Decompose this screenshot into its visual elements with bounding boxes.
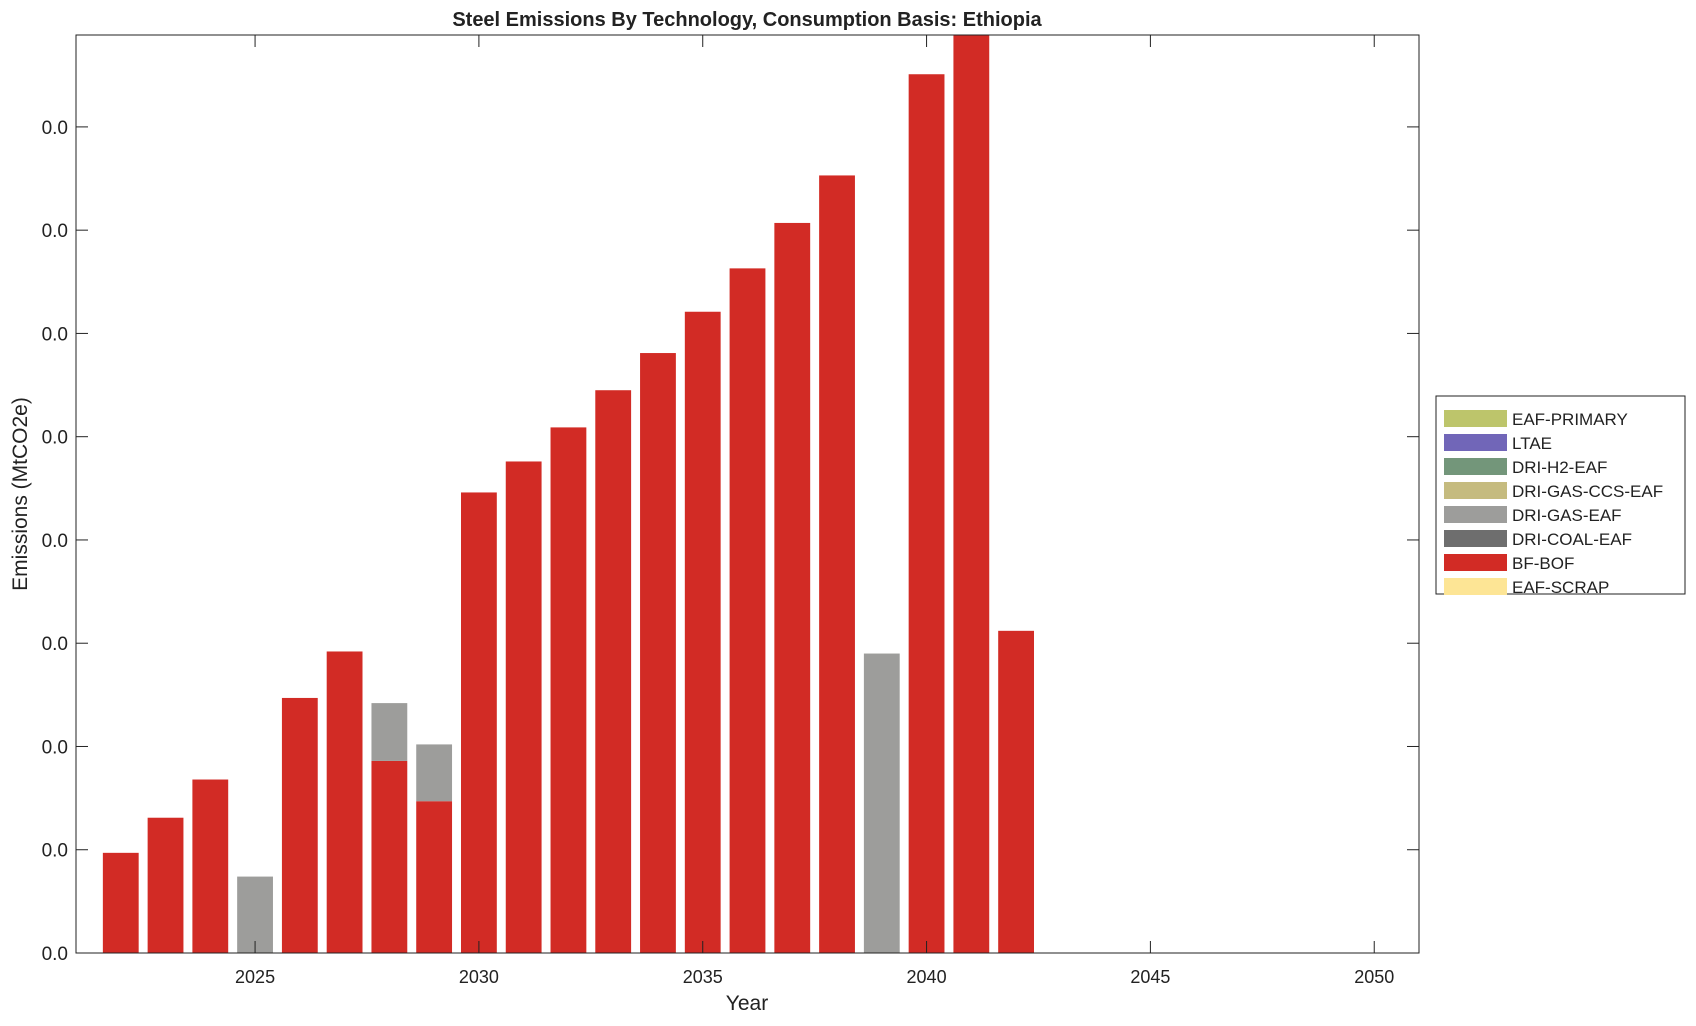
y-tick-label: 0.0 xyxy=(42,531,68,552)
legend: EAF-PRIMARY LTAE DRI-H2-EAF DRI-GAS-CCS-EAF… xyxy=(1435,395,1686,597)
bar-bf-bof-2028 xyxy=(371,760,408,953)
x-tick-label: 2045 xyxy=(1130,967,1170,987)
legend-label: DRI-H2-EAF xyxy=(1512,458,1607,477)
bar-bf-bof-2041 xyxy=(953,35,990,953)
legend-label: DRI-COAL-EAF xyxy=(1512,530,1632,549)
plot-area-frame xyxy=(75,34,1420,954)
bar-bf-bof-2029 xyxy=(416,801,453,953)
bar-bf-bof-2026 xyxy=(281,697,318,953)
bar-bf-bof-2024 xyxy=(192,779,229,953)
bar-bf-bof-2035 xyxy=(684,311,721,953)
legend-swatch-eaf-scrap xyxy=(1444,578,1507,595)
bar-bf-bof-2036 xyxy=(729,268,766,953)
bar-bf-bof-2023 xyxy=(147,817,184,953)
y-tick-label: 0.0 xyxy=(42,944,68,965)
legend-swatch-dri-gas-eaf xyxy=(1444,506,1507,523)
legend-label: EAF-SCRAP xyxy=(1512,578,1609,597)
x-tick-label: 2035 xyxy=(683,967,723,987)
bar-bf-bof-2040 xyxy=(908,74,945,953)
bar-bf-bof-2033 xyxy=(595,390,632,954)
y-tick-label: 0.0 xyxy=(42,428,68,449)
bar-dri-gas-eaf-2025 xyxy=(237,876,273,953)
y-tick-label: 0.0 xyxy=(42,737,68,758)
legend-label: BF-BOF xyxy=(1512,554,1574,573)
x-tick-label: 2025 xyxy=(235,967,275,987)
legend-swatch-dri-gas-ccs-eaf xyxy=(1444,482,1507,499)
y-tick-label: 0.0 xyxy=(42,841,68,862)
y-tick-label: 0.0 xyxy=(42,324,68,345)
x-tick-label: 2030 xyxy=(459,967,499,987)
axes-group: 2025 2030 2035 2040 2045 2050 0.0 0.0 0.0 0.0 0.0 0… xyxy=(42,35,1419,987)
legend-swatch-ltae xyxy=(1444,434,1507,451)
legend-swatch-eaf-primary xyxy=(1444,410,1507,427)
bar-bf-bof-2042 xyxy=(998,630,1035,953)
bar-bf-bof-2037 xyxy=(774,222,811,953)
legend-label: LTAE xyxy=(1512,434,1552,453)
x-tick-label: 2040 xyxy=(907,967,947,987)
y-tick-label: 0.0 xyxy=(42,634,68,655)
bar-bf-bof-2030 xyxy=(460,492,497,953)
bar-bf-bof-2038 xyxy=(819,175,855,953)
bar-bf-bof-2027 xyxy=(326,651,363,953)
chart-title: Steel Emissions By Technology, Consumpti… xyxy=(452,9,1042,31)
bar-bf-bof-2034 xyxy=(640,353,676,953)
bar-dri-gas-eaf-2028 xyxy=(371,703,408,761)
bar-bf-bof-2031 xyxy=(505,461,542,953)
x-axis-label: Year xyxy=(726,992,768,1015)
bar-bf-bof-2022 xyxy=(102,852,139,953)
legend-swatch-dri-coal-eaf xyxy=(1444,530,1507,547)
legend-swatch-dri-h2-eaf xyxy=(1444,458,1507,475)
legend-swatch-bf-bof xyxy=(1444,554,1507,571)
y-tick-label: 0.0 xyxy=(42,118,68,139)
legend-label: EAF-PRIMARY xyxy=(1512,410,1628,429)
bar-dri-gas-eaf-2029 xyxy=(416,744,453,802)
x-tick-label: 2050 xyxy=(1354,967,1394,987)
y-axis-label: Emissions (MtCO2e) xyxy=(9,397,32,591)
legend-label: DRI-GAS-CCS-EAF xyxy=(1512,482,1663,501)
y-tick-label: 0.0 xyxy=(42,221,68,242)
legend-label: DRI-GAS-EAF xyxy=(1512,506,1622,525)
bar-dri-gas-eaf-2039 xyxy=(863,653,900,953)
bar-bf-bof-2032 xyxy=(550,427,587,953)
bars-group xyxy=(102,35,1035,954)
